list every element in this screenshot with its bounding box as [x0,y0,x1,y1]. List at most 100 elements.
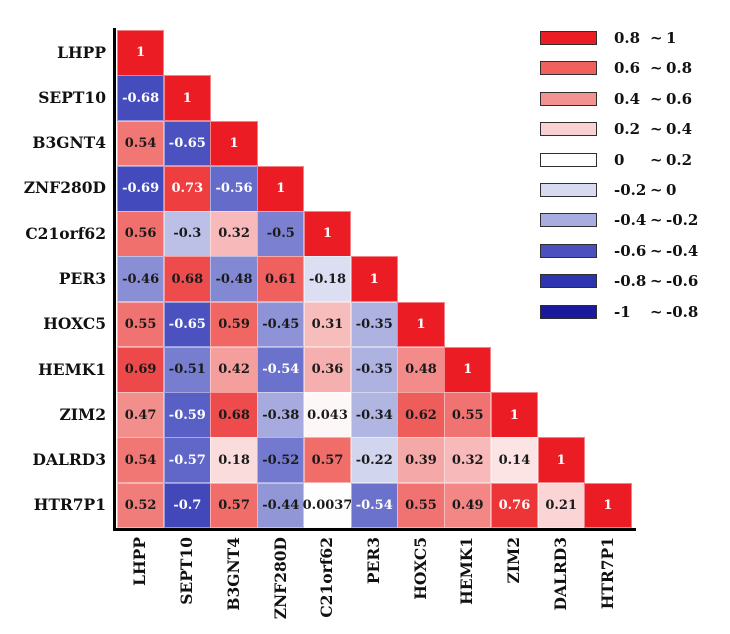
legend-range-to: 0.4 [666,120,693,139]
row-label: SEPT10 [38,87,106,107]
matrix-cell: -0.69 [117,165,165,212]
matrix-cell: 0.57 [303,437,352,484]
matrix-cell: 0.49 [444,482,492,529]
matrix-cell: 0.043 [303,392,352,438]
row-label: C21orf62 [25,223,106,243]
matrix-cell: 0.42 [210,346,258,393]
matrix-cell: 1 [490,392,539,438]
legend-entry: -1 ~ -0.8 [540,302,699,321]
matrix-cell: 0.55 [444,392,492,438]
legend-range-to: 0.6 [666,89,693,108]
matrix-cell: 0.48 [397,346,445,393]
legend-range-from: 0.8 [614,29,641,47]
legend-tilde: ~ [650,241,663,260]
legend-swatch [540,91,597,106]
row-label: HEMK1 [38,359,106,379]
legend-swatch [540,152,597,167]
legend-tilde: ~ [650,272,663,291]
legend-swatch [540,274,597,289]
legend-range-from: 0.6 [614,59,641,78]
matrix-cell: -0.3 [163,211,211,257]
row-label: HOXC5 [43,314,106,334]
col-label: ZIM2 [504,537,524,584]
matrix-cell: -0.44 [257,482,305,529]
legend-entry: -0.2 ~0 [540,181,676,199]
legend-range-from: -0.8 [614,272,647,291]
matrix-cell: -0.5 [257,211,305,257]
legend-swatch [540,183,597,197]
matrix-cell: -0.52 [257,437,305,484]
row-label: DALRD3 [32,450,106,470]
legend-entry: 0.8 ~1 [540,29,677,47]
matrix-cell: -0.34 [350,392,398,438]
matrix-cell: 1 [537,437,585,484]
matrix-cell: 0.76 [490,482,539,529]
legend-tilde: ~ [650,120,663,139]
legend-label: -0.4 ~ -0.2 [614,211,698,229]
legend-label: -0.8 ~ -0.6 [614,272,698,290]
col-label: C21orf62 [317,537,337,618]
col-label: B3GNT4 [223,537,243,611]
legend-range-to: -0.6 [666,272,699,291]
legend-range-to: -0.8 [666,302,699,321]
row-label: HTR7P1 [33,495,106,515]
legend-range-from: 0.4 [614,89,641,108]
legend-entry: 0.2 ~0.4 [540,120,693,139]
matrix-cell: 0.32 [210,211,258,257]
col-label: LHPP [130,537,150,586]
legend-entry: -0.4 ~ -0.2 [540,211,698,229]
matrix-cell: -0.18 [303,256,352,303]
matrix-cell: -0.35 [350,301,398,348]
matrix-cell: 1 [117,30,165,76]
matrix-cell: -0.38 [257,392,305,438]
matrix-cell: -0.48 [210,256,258,303]
matrix-cell: -0.57 [163,437,211,484]
matrix-cell: 0.31 [303,301,352,348]
matrix-cell: 0.18 [210,437,258,484]
matrix-cell: 0.54 [117,437,165,484]
matrix-cell: 0.68 [210,392,258,438]
legend-range-to: 1 [666,29,677,47]
matrix-cell: 0.32 [444,437,492,484]
legend-tilde: ~ [650,89,663,108]
matrix-cell: -0.46 [117,256,165,303]
legend-range-from: -1 [614,302,631,321]
legend-range-from: 0 [614,150,625,169]
legend-entry: -0.8 ~ -0.6 [540,272,698,290]
legend-range-to: 0 [666,181,677,199]
matrix-cell: -0.45 [257,301,305,348]
legend-entry: -0.6 ~ -0.4 [540,241,698,260]
row-label: PER3 [58,268,106,288]
y-axis-line [113,28,116,531]
matrix-cell: -0.35 [350,346,398,393]
legend-tilde: ~ [650,29,663,47]
matrix-cell: 0.57 [210,482,258,529]
legend-label: 0 ~0.2 [614,151,692,169]
matrix-cell: 1 [350,256,398,303]
matrix-cell: -0.59 [163,392,211,438]
legend-tilde: ~ [650,302,663,321]
legend-swatch [540,122,597,137]
matrix-cell: 1 [257,165,305,212]
legend-tilde: ~ [650,59,663,78]
legend-range-from: -0.4 [614,211,647,230]
legend-swatch [540,304,597,319]
matrix-cell: -0.7 [163,482,211,529]
row-label: LHPP [57,42,106,62]
matrix-cell: -0.54 [257,346,305,393]
matrix-cell: -0.54 [350,482,398,529]
matrix-cell: -0.65 [163,301,211,348]
matrix-cell: 0.73 [163,165,211,212]
matrix-cell: 0.47 [117,392,165,438]
legend-label: -0.2 ~0 [614,181,676,199]
matrix-cell: -0.65 [163,120,211,167]
matrix-cell: 1 [163,75,211,122]
row-label: ZIM2 [59,404,106,424]
matrix-cell: 0.69 [117,346,165,393]
legend-range-to: 0.2 [666,150,693,169]
matrix-cell: 1 [584,482,632,529]
matrix-cell: 0.0037 [303,482,352,529]
col-label: HEMK1 [457,537,477,605]
matrix-cell: 0.68 [163,256,211,303]
